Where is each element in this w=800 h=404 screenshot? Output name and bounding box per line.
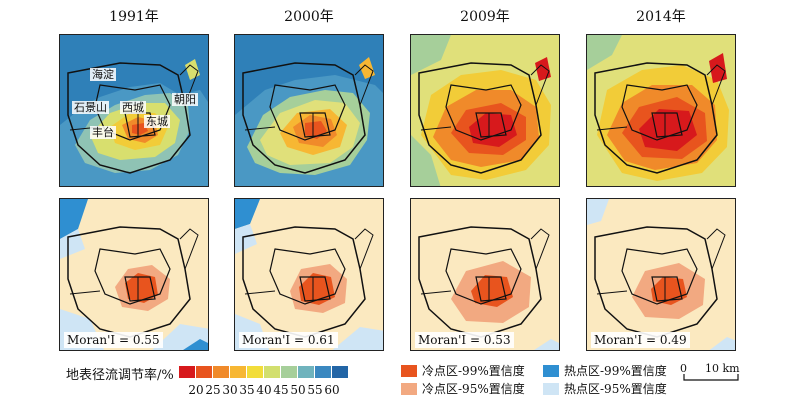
- year-title-2000: 2000年: [284, 9, 334, 25]
- colour-ramp-tick: 60: [324, 383, 340, 397]
- moran-index-2014: Moran'I = 0.49: [591, 332, 690, 348]
- district-label-chaoyang: 朝阳: [172, 93, 198, 106]
- legend-label-cold-95: 冷点区-95%置信度: [422, 382, 525, 396]
- colour-ramp-tick: 50: [290, 383, 306, 397]
- colour-ramp-swatch: [315, 366, 331, 378]
- moran-index-1991: Moran'I = 0.55: [64, 332, 163, 348]
- map-cluster-2009: Moran'I = 0.53: [410, 198, 560, 351]
- district-label-dongcheng: 东城: [144, 115, 170, 128]
- colour-ramp-tick: 25: [205, 383, 221, 397]
- map-cluster-2014: Moran'I = 0.49: [586, 198, 736, 351]
- map-runoff-2014: [586, 34, 736, 187]
- map-runoff-2009: [410, 34, 560, 187]
- legend-label-cold-99: 冷点区-99%置信度: [422, 364, 525, 378]
- colour-ramp-tick: 45: [273, 383, 289, 397]
- legend-label-hot-95: 热点区-95%置信度: [564, 382, 667, 396]
- colour-ramp-swatch: [196, 366, 212, 378]
- map-runoff-2000: [234, 34, 384, 187]
- district-label-fengtai: 丰台: [90, 126, 116, 139]
- scale-zero: 0: [680, 362, 687, 375]
- legend-swatch-hot-95: [543, 383, 559, 395]
- legend-swatch-cold-95: [401, 383, 417, 395]
- year-title-1991: 1991年: [109, 9, 159, 25]
- colour-ramp-tick: 40: [256, 383, 272, 397]
- colour-legend-title: 地表径流调节率/%: [66, 368, 174, 383]
- scale-distance: 10 km: [705, 362, 740, 375]
- district-label-haidian: 海淀: [90, 68, 116, 81]
- district-label-shijingshan: 石景山: [72, 101, 109, 114]
- map-runoff-1991: 海淀 朝阳 石景山 西城 东城 丰台: [59, 34, 209, 187]
- moran-index-2009: Moran'I = 0.53: [415, 332, 514, 348]
- colour-ramp-swatch: [281, 366, 297, 378]
- colour-ramp-swatch: [230, 366, 246, 378]
- colour-ramp-swatch: [264, 366, 280, 378]
- district-label-xicheng: 西城: [120, 101, 146, 114]
- year-title-2014: 2014年: [636, 9, 686, 25]
- colour-ramp-swatch: [213, 366, 229, 378]
- colour-ramp-tick: 35: [239, 383, 255, 397]
- year-title-2009: 2009年: [460, 9, 510, 25]
- colour-ramp-swatch: [298, 366, 314, 378]
- legend-swatch-hot-99: [543, 365, 559, 377]
- colour-ramp-swatch: [247, 366, 263, 378]
- moran-index-2000: Moran'I = 0.61: [239, 332, 338, 348]
- colour-ramp-tick: 30: [222, 383, 238, 397]
- colour-ramp-tick: 55: [307, 383, 323, 397]
- legend-swatch-cold-99: [401, 365, 417, 377]
- scale-bar: [683, 374, 739, 381]
- colour-ramp-swatch: [332, 366, 348, 378]
- map-cluster-1991: Moran'I = 0.55: [59, 198, 209, 351]
- map-cluster-2000: Moran'I = 0.61: [234, 198, 384, 351]
- legend-label-hot-99: 热点区-99%置信度: [564, 364, 667, 378]
- colour-ramp-tick: 20: [188, 383, 204, 397]
- colour-ramp-swatch: [179, 366, 195, 378]
